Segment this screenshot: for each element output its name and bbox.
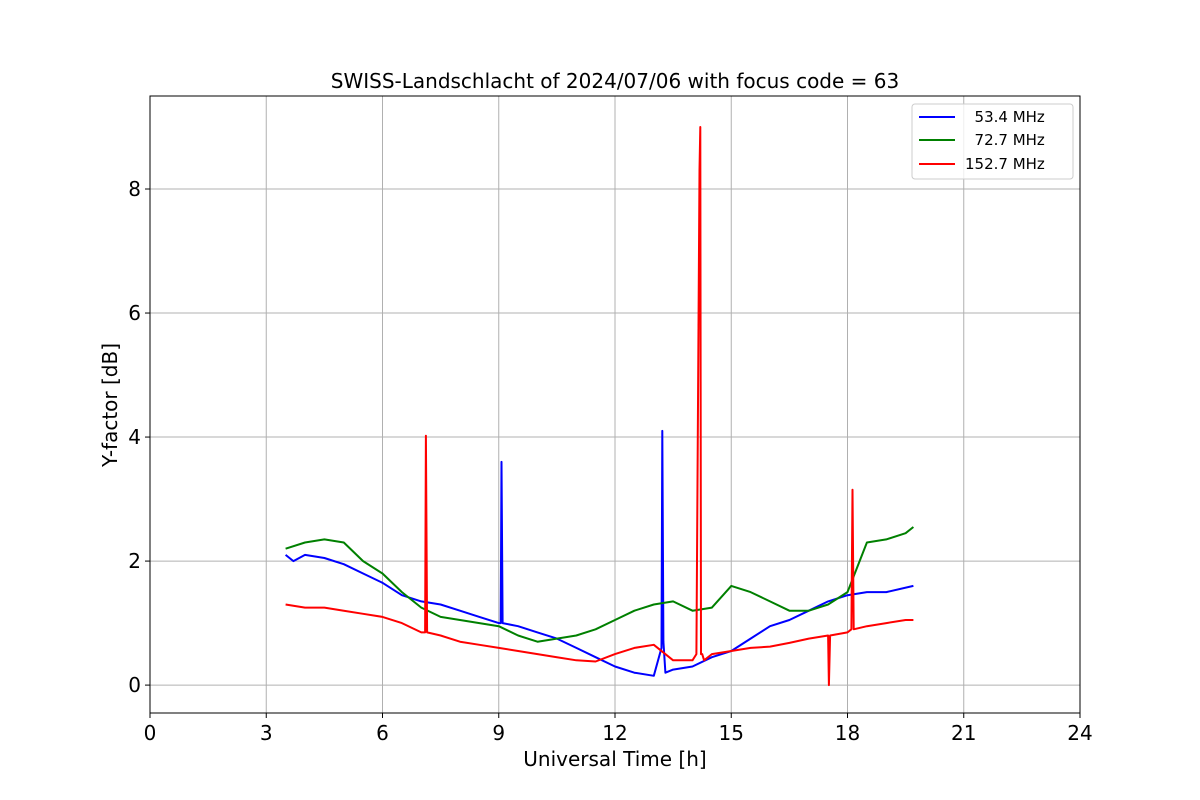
x-tick-label: 0 (144, 721, 157, 745)
x-tick-label: 12 (602, 721, 627, 745)
y-tick-label: 2 (128, 549, 141, 573)
series-line-53-4-mhz (284, 429, 914, 677)
legend-box (911, 103, 1074, 180)
x-tick-label: 15 (719, 721, 744, 745)
series-layer (284, 126, 915, 687)
x-tick-label: 9 (492, 721, 505, 745)
x-tick-label: 6 (376, 721, 389, 745)
x-tick-label: 24 (1067, 721, 1092, 745)
x-axis-label: Universal Time [h] (523, 747, 706, 771)
legend-label-152-7: 152.7 MHz (965, 155, 1045, 173)
y-axis-label: Y-factor [dB] (98, 343, 122, 468)
legend-label-53-4: 53.4 MHz (965, 108, 1045, 126)
x-tick-label: 18 (835, 721, 860, 745)
series-line-152-7-mhz (285, 126, 914, 687)
y-tick-label: 8 (128, 177, 141, 201)
y-tick-label: 0 (128, 673, 141, 697)
legend: 53.4 MHz 72.7 MHz 152.7 MHz (911, 103, 1074, 180)
y-tick-label: 6 (128, 301, 141, 325)
series-line-72-7-mhz (285, 526, 915, 643)
legend-label-72-7: 72.7 MHz (965, 131, 1045, 149)
x-tick-label: 21 (951, 721, 976, 745)
y-tick-label: 4 (128, 425, 141, 449)
chart-title: SWISS-Landschlacht of 2024/07/06 with fo… (331, 69, 899, 93)
x-tick-label: 3 (260, 721, 273, 745)
